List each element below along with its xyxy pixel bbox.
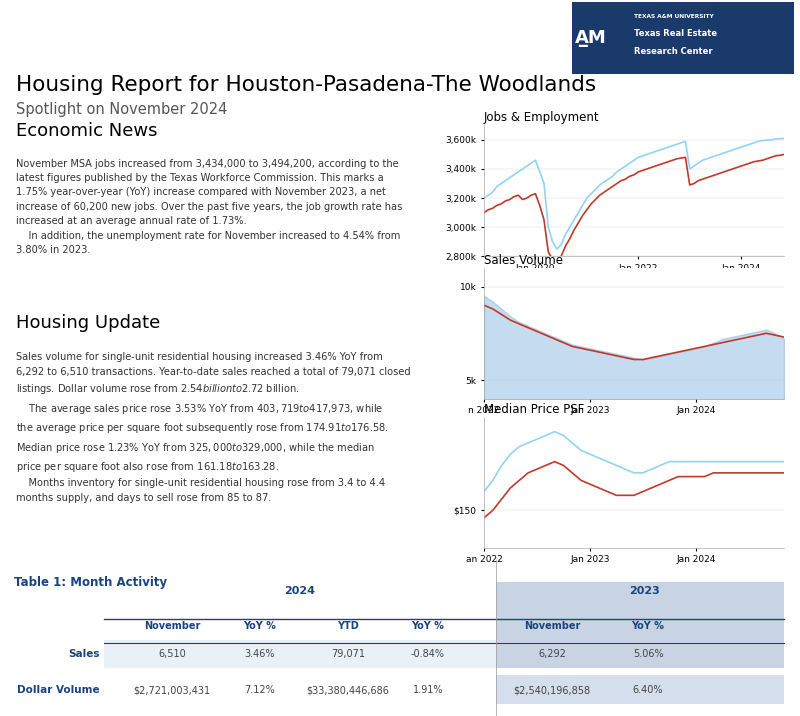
Bar (275, 32, 296, 72)
Text: Sales Volume: Sales Volume (484, 253, 563, 266)
Bar (76, 22, 104, 72)
Bar (112, 4, 148, 72)
Text: 6.40%: 6.40% (633, 685, 663, 695)
Text: 5.06%: 5.06% (633, 649, 663, 659)
Bar (192, 25, 224, 72)
Text: YoY %: YoY % (411, 621, 445, 632)
Text: Sales: Sales (69, 649, 100, 659)
Bar (20, 34, 34, 72)
Bar (118, 20, 141, 72)
Text: 1.91%: 1.91% (413, 685, 443, 695)
Bar (572, 1, 794, 74)
Text: 79,071: 79,071 (331, 649, 365, 659)
Text: Housing Report for Houston-Pasadena-The Woodlands: Housing Report for Houston-Pasadena-The … (16, 75, 596, 95)
Text: $2,721,003,431: $2,721,003,431 (134, 685, 210, 695)
Bar (160, 30, 178, 72)
Text: 2024: 2024 (285, 586, 315, 596)
Text: YoY %: YoY % (631, 621, 665, 632)
Text: November MSA jobs increased from 3,434,000 to 3,494,200, according to the
latest: November MSA jobs increased from 3,434,0… (16, 158, 402, 255)
Bar (44, 7, 68, 72)
Bar (16, 19, 40, 72)
Text: $2,540,196,858: $2,540,196,858 (514, 685, 590, 695)
Text: November: November (144, 621, 200, 632)
Text: Housing Update: Housing Update (16, 314, 160, 332)
Text: Dollar Volume: Dollar Volume (18, 685, 100, 695)
Bar (104, 614, 496, 643)
Bar (316, 28, 337, 72)
Text: Research Center: Research Center (634, 47, 713, 56)
Text: Median Price PSF: Median Price PSF (484, 402, 584, 415)
Text: Texas Real Estate: Texas Real Estate (634, 29, 718, 39)
Bar (496, 614, 784, 643)
Text: YoY %: YoY % (243, 621, 277, 632)
Text: November: November (524, 621, 580, 632)
Text: Economic News: Economic News (16, 122, 158, 140)
Bar (496, 639, 784, 667)
Legend: Total Employed (NSA), Total Nonfarm Jobs (NSA): Total Employed (NSA), Total Nonfarm Jobs… (506, 294, 762, 310)
Bar (80, 35, 96, 72)
Text: YTD: YTD (337, 621, 359, 632)
Bar (104, 582, 496, 619)
Text: 6,510: 6,510 (158, 649, 186, 659)
Legend: 12 Month Moving Average, Sales Volume: 12 Month Moving Average, Sales Volume (520, 437, 748, 453)
Text: 7.12%: 7.12% (245, 685, 275, 695)
Bar (232, 11, 262, 72)
Bar (496, 582, 784, 619)
Bar (310, 15, 344, 72)
Legend: Houston-Pasadena-The Woodlands, Texas: Houston-Pasadena-The Woodlands, Texas (519, 586, 749, 601)
Text: Table 1: Month Activity: Table 1: Month Activity (14, 576, 167, 589)
Text: TEXAS A&M UNIVERSITY: TEXAS A&M UNIVERSITY (634, 14, 714, 19)
Text: Sales volume for single-unit residential housing increased 3.46% YoY from
6,292 : Sales volume for single-unit residential… (16, 352, 410, 503)
Text: Spotlight on November 2024: Spotlight on November 2024 (16, 102, 227, 117)
Text: 3.46%: 3.46% (245, 649, 275, 659)
Bar (496, 675, 784, 704)
Bar (48, 26, 62, 72)
Bar (104, 639, 496, 667)
Text: 2023: 2023 (629, 586, 659, 596)
Bar (237, 25, 256, 72)
Bar (197, 35, 217, 72)
Text: $33,380,446,686: $33,380,446,686 (306, 685, 390, 695)
Text: Jobs & Employment: Jobs & Employment (484, 111, 600, 124)
Text: A̲M: A̲M (574, 29, 606, 47)
Text: 6,292: 6,292 (538, 649, 566, 659)
Bar (156, 17, 184, 72)
Bar (270, 20, 302, 72)
Bar (104, 675, 496, 704)
Text: -0.84%: -0.84% (411, 649, 445, 659)
